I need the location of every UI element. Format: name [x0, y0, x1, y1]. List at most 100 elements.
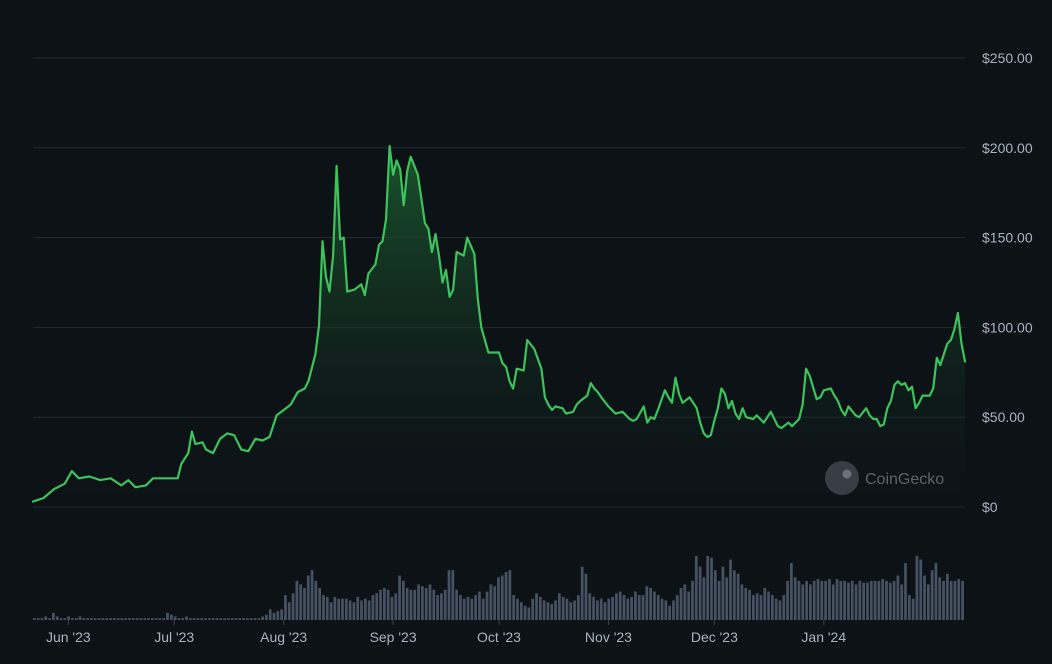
- volume-bar: [756, 593, 759, 620]
- y-axis: $0$50.00$100.00$150.00$200.00$250.00: [982, 50, 1033, 515]
- watermark-text: CoinGecko: [865, 471, 944, 488]
- volume-bar: [843, 581, 846, 620]
- volume-bar: [813, 581, 816, 620]
- volume-bar: [109, 618, 112, 620]
- volume-bar: [356, 597, 359, 620]
- volume-bar: [136, 618, 139, 620]
- volume-bar: [181, 618, 184, 620]
- volume-bar: [315, 581, 318, 620]
- volume-bar: [668, 606, 671, 620]
- volume-bar: [425, 588, 428, 620]
- volume-bar: [375, 593, 378, 620]
- volume-bar: [140, 618, 143, 620]
- volume-bar: [52, 613, 55, 620]
- volume-bar: [82, 618, 85, 620]
- volume-bar: [520, 602, 523, 620]
- volume-bar: [839, 581, 842, 620]
- volume-bar: [41, 618, 44, 620]
- volume-bar: [174, 616, 177, 620]
- volume-bar: [957, 579, 960, 620]
- volume-bar: [113, 618, 116, 620]
- volume-bar: [881, 579, 884, 620]
- volume-bar: [303, 588, 306, 620]
- volume-bar: [448, 570, 451, 620]
- volume-bar: [197, 618, 200, 620]
- volume-bar: [98, 618, 101, 620]
- volume-bar: [219, 618, 222, 620]
- volume-bar: [307, 576, 310, 620]
- volume-bar: [132, 618, 135, 620]
- volume-bar: [866, 583, 869, 620]
- volume-bar: [86, 618, 89, 620]
- volume-bar: [695, 556, 698, 620]
- volume-bar: [524, 606, 527, 620]
- volume-bar: [744, 588, 747, 620]
- volume-bar: [638, 595, 641, 620]
- volume-bar: [950, 581, 953, 620]
- volume-bar: [809, 584, 812, 620]
- volume-bar: [478, 592, 481, 620]
- volume-bar: [368, 600, 371, 620]
- coingecko-logo-eye: [843, 470, 852, 479]
- volume-bar: [703, 577, 706, 620]
- volume-bar: [178, 618, 181, 620]
- x-tick-label: Oct '23: [477, 629, 521, 645]
- volume-bar: [353, 602, 356, 620]
- volume-bar: [170, 615, 173, 620]
- volume-bar: [577, 595, 580, 620]
- volume-bar: [790, 563, 793, 620]
- y-tick-label: $0: [982, 499, 998, 515]
- volume-bar: [79, 616, 82, 620]
- volume-bar: [878, 581, 881, 620]
- volume-bar: [722, 567, 725, 620]
- volume-bar: [531, 599, 534, 620]
- volume-bar: [421, 586, 424, 620]
- volume-bar: [676, 595, 679, 620]
- volume-bar: [451, 570, 454, 620]
- volume-bar: [463, 599, 466, 620]
- volume-bar: [889, 583, 892, 620]
- volume-bar: [56, 616, 59, 620]
- volume-bar: [657, 595, 660, 620]
- volume-bar: [292, 593, 295, 620]
- volume-bar: [512, 595, 515, 620]
- volume-bar: [585, 574, 588, 620]
- volume-bar: [763, 588, 766, 620]
- volume-bar: [227, 618, 230, 620]
- volume-bar: [128, 618, 131, 620]
- volume-bar: [847, 583, 850, 620]
- volume-bar: [417, 584, 420, 620]
- volume-bar: [67, 616, 70, 620]
- volume-bar: [741, 584, 744, 620]
- volume-bar: [566, 599, 569, 620]
- volume-bar: [954, 581, 957, 620]
- volume-bar: [626, 599, 629, 620]
- volume-bar: [322, 595, 325, 620]
- volume-bar: [455, 590, 458, 620]
- volume-bar: [619, 592, 622, 620]
- volume-bar: [37, 618, 40, 620]
- volume-bar: [562, 597, 565, 620]
- volume-bar: [273, 613, 276, 620]
- volume-bar: [105, 618, 108, 620]
- volume-bar: [573, 600, 576, 620]
- x-tick-label: Nov '23: [585, 629, 632, 645]
- volume-bar: [147, 618, 150, 620]
- volume-bar: [615, 593, 618, 620]
- volume-bar: [832, 584, 835, 620]
- volume-bar: [470, 599, 473, 620]
- volume-bar: [630, 597, 633, 620]
- volume-bar: [71, 618, 74, 620]
- volume-bar: [208, 618, 211, 620]
- volume-bar: [284, 595, 287, 620]
- volume-bar: [276, 611, 279, 620]
- y-tick-label: $200.00: [982, 140, 1033, 156]
- volume-bar: [725, 577, 728, 620]
- x-tick-label: Jan '24: [801, 629, 846, 645]
- volume-bar: [311, 570, 314, 620]
- x-tick-label: Jun '23: [46, 629, 91, 645]
- volume-bar: [429, 584, 432, 620]
- volume-bar: [387, 590, 390, 620]
